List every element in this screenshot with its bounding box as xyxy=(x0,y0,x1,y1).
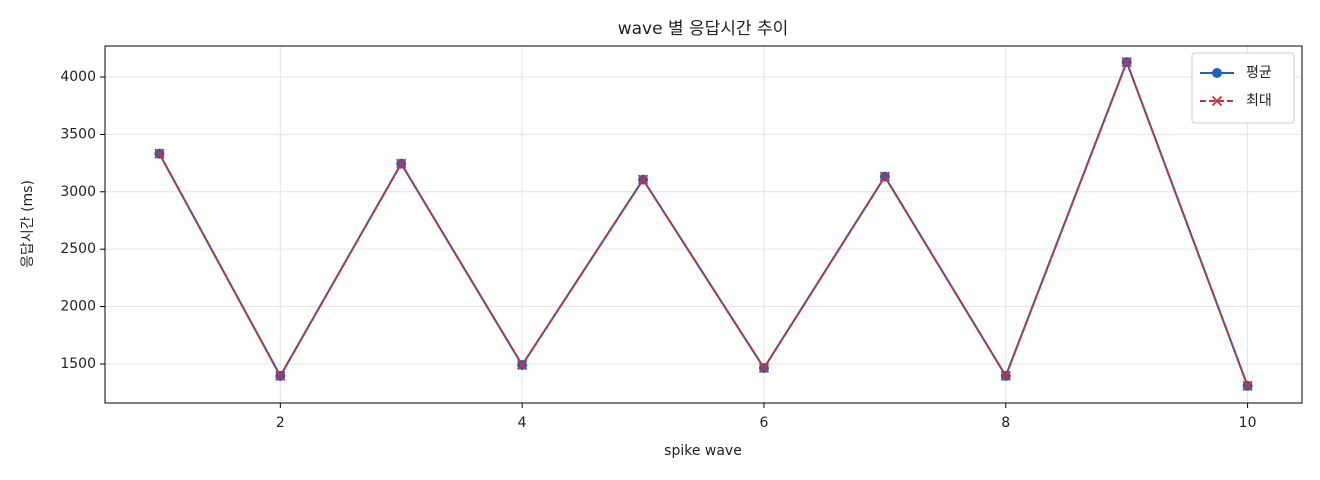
marker-stroke xyxy=(516,359,528,371)
x-tick-label: 2 xyxy=(276,415,285,431)
series-line xyxy=(158,59,1249,387)
y-tick-label: 1500 xyxy=(60,356,96,372)
marker-stroke xyxy=(758,362,770,374)
marker-stroke xyxy=(1242,380,1253,392)
legend-label: 평균 xyxy=(1246,65,1272,81)
plot-frame xyxy=(104,45,1303,404)
marker-stroke xyxy=(154,148,165,159)
marker-stroke xyxy=(396,158,407,169)
y-axis-label: 응답시간 (ms) xyxy=(20,180,36,268)
marker-stroke xyxy=(1000,370,1011,382)
legend-marker xyxy=(1211,95,1223,107)
data-point xyxy=(1000,370,1011,382)
data-point xyxy=(879,171,891,182)
marker-stroke xyxy=(1121,56,1132,68)
chart-title: wave 별 응답시간 추이 xyxy=(618,19,789,39)
x-tick-label: 8 xyxy=(1001,415,1010,431)
y-tick-label: 2000 xyxy=(60,299,96,315)
marker-stroke xyxy=(879,171,891,182)
data-point xyxy=(275,370,286,382)
marker-stroke xyxy=(637,174,649,185)
legend-label: 최대 xyxy=(1246,93,1272,109)
y-tick-label: 3000 xyxy=(60,184,96,200)
legend-box xyxy=(1191,52,1295,124)
x-axis-label: spike wave xyxy=(664,443,742,459)
marker-stroke xyxy=(275,370,286,382)
data-point xyxy=(758,362,770,374)
legend-marker xyxy=(1212,68,1222,78)
data-point xyxy=(516,359,528,371)
marker-stroke xyxy=(1211,95,1223,107)
series-line xyxy=(158,59,1249,387)
x-tick-label: 4 xyxy=(518,415,527,431)
data-point xyxy=(637,174,649,185)
x-tick-label: 6 xyxy=(759,415,768,431)
data-point xyxy=(396,158,407,169)
data-point xyxy=(1121,56,1132,68)
x-tick-label: 10 xyxy=(1239,415,1257,431)
data-point xyxy=(154,148,165,159)
y-tick-label: 4000 xyxy=(60,69,96,85)
data-point xyxy=(1242,380,1253,392)
y-tick-label: 3500 xyxy=(60,126,96,142)
y-tick-label: 2500 xyxy=(60,241,96,257)
